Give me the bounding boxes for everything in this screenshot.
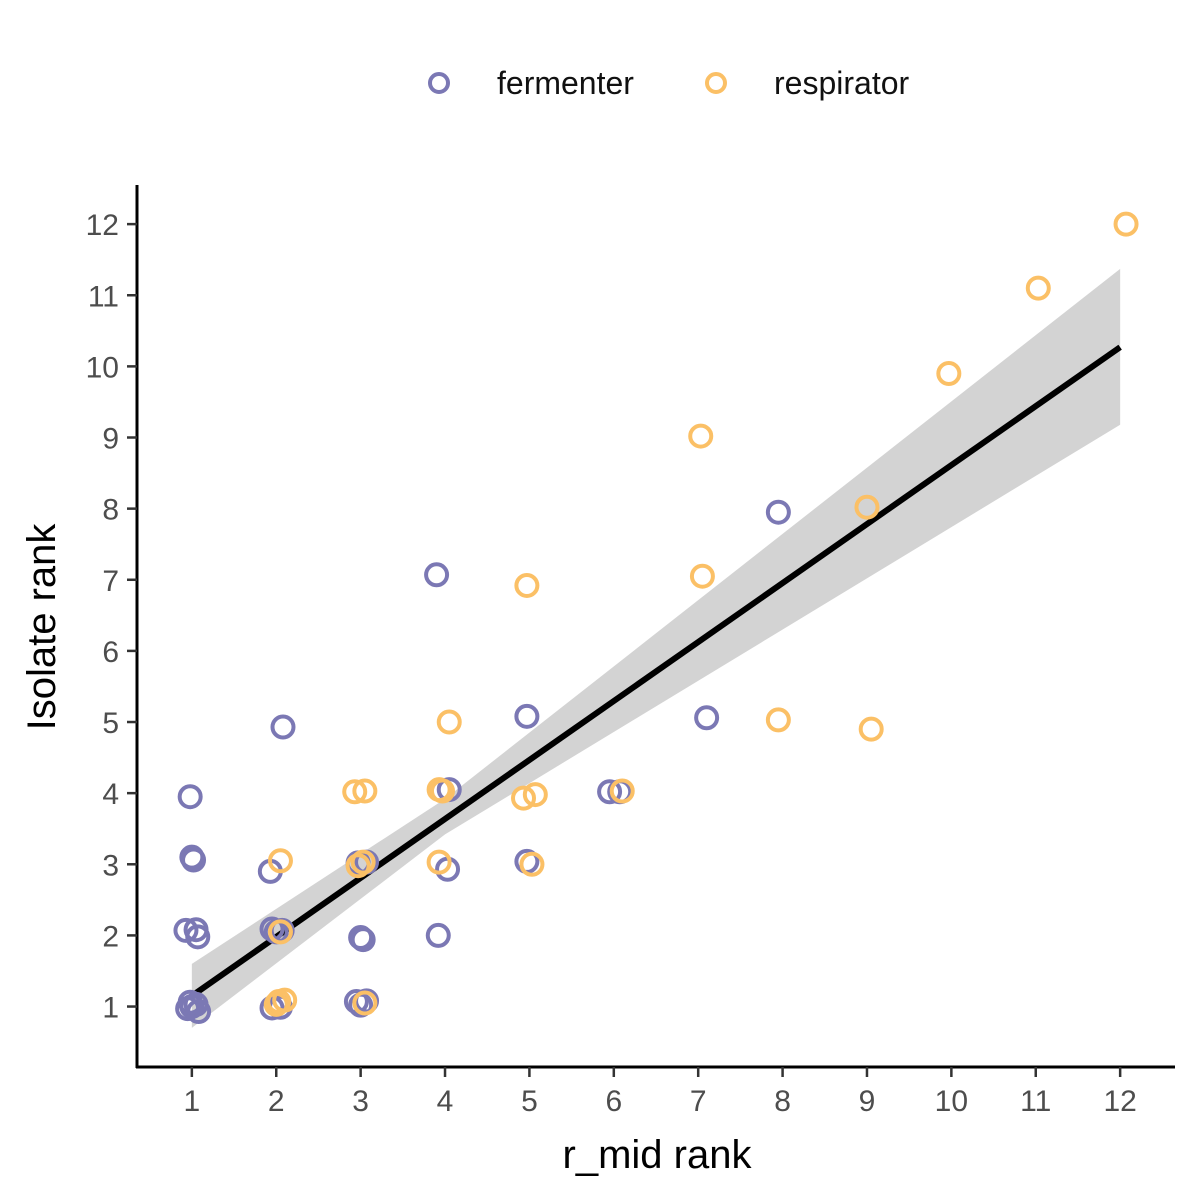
x-tick-label: 3 xyxy=(352,1085,369,1118)
x-tick-label: 11 xyxy=(1020,1085,1051,1118)
point-fermenter xyxy=(177,784,203,810)
point-respirator xyxy=(765,707,791,733)
point-respirator xyxy=(858,716,884,742)
point-respirator xyxy=(519,851,545,877)
point-respirator xyxy=(514,572,540,598)
point-respirator xyxy=(936,360,962,386)
y-tick-label: 5 xyxy=(102,707,119,740)
point-respirator xyxy=(1113,211,1139,237)
point-fermenter xyxy=(173,917,199,943)
point-fermenter xyxy=(270,714,296,740)
point-respirator xyxy=(436,709,462,735)
point-fermenter xyxy=(597,779,623,805)
point-fermenter xyxy=(177,989,203,1015)
x-tick-label: 1 xyxy=(184,1085,201,1118)
point-respirator xyxy=(345,853,371,879)
point-respirator xyxy=(688,423,714,449)
x-tick-label: 6 xyxy=(605,1085,622,1118)
x-tick-label: 7 xyxy=(690,1085,707,1118)
point-respirator xyxy=(689,563,715,589)
y-tick-label: 8 xyxy=(102,494,119,527)
point-respirator xyxy=(429,778,455,804)
x-tick-label: 10 xyxy=(935,1085,968,1118)
point-respirator xyxy=(854,494,880,520)
point-fermenter xyxy=(424,562,450,588)
point-fermenter xyxy=(181,847,207,873)
y-tick-label: 2 xyxy=(102,920,119,953)
x-tick-label: 4 xyxy=(437,1085,454,1118)
legend-item-fermenter: fermenter xyxy=(428,58,634,108)
point-respirator xyxy=(267,848,293,874)
regression-line xyxy=(190,344,1122,999)
point-respirator xyxy=(263,991,289,1017)
x-tick-label: 9 xyxy=(859,1085,876,1118)
legend: fermenter respirator xyxy=(0,58,1200,108)
x-tick-label: 2 xyxy=(268,1085,285,1118)
y-tick-label: 7 xyxy=(102,565,119,598)
y-tick-label: 11 xyxy=(88,280,119,313)
confidence-band xyxy=(191,268,1121,1028)
point-respirator xyxy=(511,785,537,811)
point-respirator xyxy=(342,779,368,805)
legend-label-respirator: respirator xyxy=(774,64,910,101)
x-tick-label: 12 xyxy=(1103,1085,1136,1118)
y-tick-label: 9 xyxy=(102,423,119,456)
legend-key-respirator xyxy=(705,72,727,94)
point-fermenter xyxy=(259,995,285,1021)
point-respirator xyxy=(352,990,378,1016)
point-fermenter xyxy=(694,705,720,731)
legend-item-respirator: respirator xyxy=(705,58,909,108)
legend-key-fermenter xyxy=(428,72,450,94)
y-axis-title: Isolate rank xyxy=(20,523,64,731)
legend-label-fermenter: fermenter xyxy=(497,64,634,101)
y-tick-label: 4 xyxy=(102,778,119,811)
x-tick-label: 8 xyxy=(774,1085,791,1118)
points-layer xyxy=(173,211,1139,1025)
point-respirator xyxy=(267,919,293,945)
point-respirator xyxy=(1025,275,1051,301)
y-tick-label: 1 xyxy=(102,992,119,1025)
y-tick-label: 12 xyxy=(86,209,119,242)
x-tick-label: 5 xyxy=(521,1085,538,1118)
confidence-band-layer xyxy=(191,268,1121,1028)
point-fermenter xyxy=(765,499,791,525)
point-respirator xyxy=(352,778,378,804)
point-fermenter xyxy=(185,924,211,950)
y-tick-label: 3 xyxy=(102,849,119,882)
fit-line-layer xyxy=(190,344,1122,999)
x-axis-title: r_mid rank xyxy=(563,1133,753,1177)
point-respirator xyxy=(522,782,548,808)
y-tick-label: 6 xyxy=(102,636,119,669)
point-fermenter xyxy=(425,922,451,948)
point-fermenter xyxy=(514,703,540,729)
point-respirator xyxy=(426,849,452,875)
point-respirator xyxy=(609,778,635,804)
y-tick-label: 10 xyxy=(86,351,119,384)
point-fermenter xyxy=(348,925,374,951)
